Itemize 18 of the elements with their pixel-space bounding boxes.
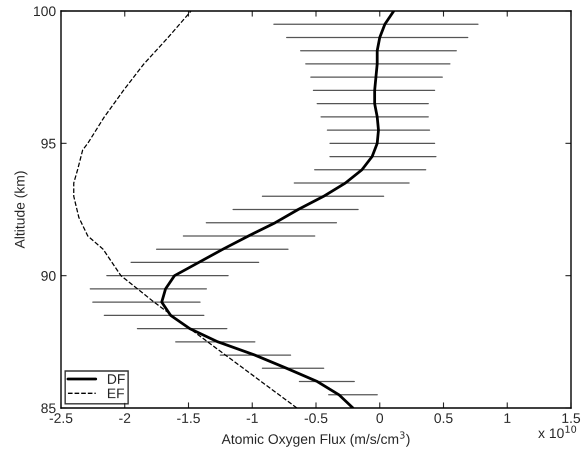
legend-label: EF xyxy=(108,388,124,398)
y-tick-label: 100 xyxy=(34,6,56,16)
x-tick-label: -1.5 xyxy=(177,413,200,424)
y-tick-label: 85 xyxy=(41,403,56,414)
x-tick-label: 0.5 xyxy=(434,413,453,424)
legend-label: DF xyxy=(108,374,125,384)
x-tick-label: 1.5 xyxy=(562,413,580,424)
y-tick-label: 90 xyxy=(41,271,56,281)
x-tick-label: -2 xyxy=(119,413,130,423)
x-tick-label: -1 xyxy=(246,413,258,423)
text: x 10$^{10}$ xyxy=(538,425,576,438)
x-tick-label: 1 xyxy=(504,413,510,423)
x-tick-label: 0 xyxy=(376,413,384,424)
x-tick-label: -2.5 xyxy=(50,413,72,424)
x-axis-title: Atomic Oxygen Flux (m/s/cm$^{3}$) xyxy=(222,431,410,447)
x-tick-label: -0.5 xyxy=(304,413,328,424)
y-axis-title: Altitude (km) xyxy=(14,171,28,248)
y-tick-label: 95 xyxy=(41,138,56,149)
